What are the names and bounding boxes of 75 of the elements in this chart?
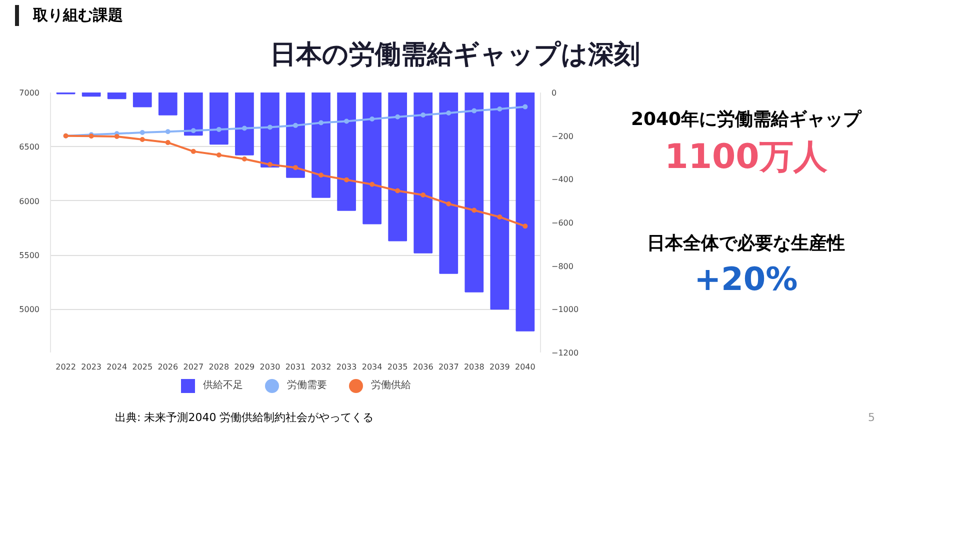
text: 取り組む課題	[15, 5, 123, 26]
x-tick-label: 2030	[260, 362, 280, 372]
point	[242, 156, 247, 162]
point	[318, 172, 324, 178]
x-tick-label: 2022	[56, 362, 76, 372]
point	[114, 134, 120, 139]
y2-tick-label: 0	[552, 88, 557, 98]
point	[267, 162, 272, 168]
point	[190, 148, 196, 154]
x-tick-label: 2035	[387, 362, 408, 372]
x-tick-label: 2033	[336, 362, 357, 372]
point	[165, 140, 170, 146]
point	[242, 126, 247, 131]
source-note: 出典: 未来予測2040 労働供給制約社会がやってくる	[115, 411, 374, 424]
point	[420, 112, 426, 118]
point	[216, 126, 222, 132]
x-tick-label: 2024	[106, 362, 128, 372]
point	[522, 104, 528, 110]
y2-tick-label: −200	[552, 132, 574, 141]
point	[420, 192, 426, 198]
text: 2040年に労働需給ギャップ	[630, 108, 863, 132]
point	[293, 122, 298, 128]
x-tick-label: 2031	[285, 362, 306, 372]
text: +20%	[693, 258, 799, 300]
point	[522, 224, 528, 229]
point	[344, 177, 350, 182]
x-tick-label: 2027	[183, 362, 204, 372]
y-tick-label: 6000	[19, 196, 40, 206]
y-tick-label: 7000	[19, 88, 40, 98]
y-tick-label: 5000	[19, 305, 40, 314]
y-tick-label: 5500	[19, 251, 40, 260]
point	[395, 114, 400, 120]
y2-tick-label: −600	[552, 218, 574, 228]
x-tick-label: 2029	[234, 362, 255, 372]
legend-label: 供給不足	[203, 380, 243, 392]
x-tick-label: 2036	[412, 362, 434, 372]
point	[293, 165, 298, 170]
y2-tick-label: −800	[552, 262, 574, 271]
point	[370, 182, 375, 187]
point	[190, 128, 196, 134]
x-tick-label: 2037	[438, 362, 459, 372]
x-tick-label: 2025	[132, 362, 153, 372]
point	[472, 208, 477, 213]
x-tick-label: 2038	[464, 362, 484, 372]
point	[370, 116, 375, 122]
y2-tick-label: −1200	[552, 348, 579, 358]
point	[395, 188, 400, 194]
text: 日本全体で必要な生産性	[646, 232, 846, 256]
point	[446, 110, 452, 116]
x-tick-label: 2034	[362, 362, 382, 372]
y-tick-label: 6500	[19, 142, 40, 152]
text: 1100万人	[664, 136, 828, 179]
x-tick-label: 2028	[208, 362, 230, 372]
point	[446, 201, 452, 206]
point	[497, 106, 502, 112]
x-tick-label: 2023	[81, 362, 102, 372]
point	[165, 129, 170, 134]
point	[140, 137, 145, 142]
x-tick-label: 2032	[310, 362, 332, 372]
x-tick-label: 2039	[489, 362, 510, 372]
point	[267, 124, 272, 130]
point	[318, 120, 324, 126]
point	[344, 118, 350, 124]
point	[140, 130, 145, 135]
chart-title: 日本の労働需給ギャップは深刻	[269, 39, 641, 72]
x-tick-label: 2040	[515, 362, 536, 372]
y2-tick-label: −1000	[552, 305, 579, 314]
point	[472, 108, 477, 114]
y2-tick-label: −400	[552, 175, 574, 184]
legend-label: 労働供給	[371, 380, 411, 392]
point	[497, 214, 502, 220]
point	[216, 152, 222, 158]
legend-label: 労働需要	[287, 380, 327, 392]
text: 5	[868, 410, 875, 426]
x-tick-label: 2026	[158, 362, 178, 372]
